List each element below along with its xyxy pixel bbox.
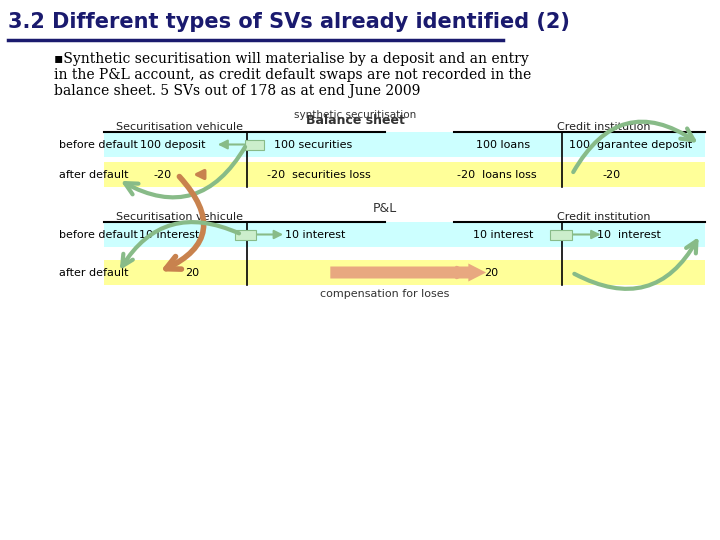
Text: 20: 20 (484, 267, 498, 278)
Text: P&L: P&L (372, 202, 397, 215)
Text: 3.2 Different types of SVs already identified (2): 3.2 Different types of SVs already ident… (8, 12, 570, 32)
Text: Balance sheet: Balance sheet (305, 114, 405, 127)
Bar (235, 230, 256, 240)
Text: -20  loans loss: -20 loans loss (457, 170, 537, 179)
Bar (245, 139, 264, 150)
Bar (104, 162, 705, 187)
Text: Securitisation vehicule: Securitisation vehicule (116, 212, 243, 222)
Text: compensation for loses: compensation for loses (320, 289, 449, 299)
Bar (550, 230, 572, 240)
Text: 10 interest: 10 interest (285, 230, 346, 240)
Text: 10 interest: 10 interest (472, 230, 533, 240)
Text: 100  garantee deposit: 100 garantee deposit (570, 139, 693, 150)
Text: before default: before default (59, 230, 138, 240)
Text: after default: after default (59, 170, 129, 179)
Text: 100 deposit: 100 deposit (140, 139, 205, 150)
Text: Securitisation vehicule: Securitisation vehicule (116, 122, 243, 132)
Text: 10  interest: 10 interest (597, 230, 661, 240)
Text: 20: 20 (185, 267, 199, 278)
Text: 100 loans: 100 loans (476, 139, 530, 150)
Bar (104, 132, 705, 157)
Text: after default: after default (59, 267, 129, 278)
Text: 100 securities: 100 securities (274, 139, 353, 150)
Bar (104, 260, 705, 285)
Text: -20: -20 (602, 170, 621, 179)
Text: -20  securities loss: -20 securities loss (266, 170, 370, 179)
Text: 10 interest: 10 interest (140, 230, 199, 240)
Text: Credit institution: Credit institution (557, 212, 650, 222)
Text: balance sheet. 5 SVs out of 178 as at end June 2009: balance sheet. 5 SVs out of 178 as at en… (54, 84, 420, 98)
Text: before default: before default (59, 139, 138, 150)
Text: ▪Synthetic securitisation will materialise by a deposit and an entry: ▪Synthetic securitisation will materiali… (54, 52, 529, 66)
FancyArrow shape (330, 264, 486, 281)
Text: Credit institution: Credit institution (557, 122, 650, 132)
Text: in the P&L account, as credit default swaps are not recorded in the: in the P&L account, as credit default sw… (54, 68, 531, 82)
Text: -20: -20 (153, 170, 172, 179)
Text: synthetic securitisation: synthetic securitisation (294, 110, 416, 120)
Bar (104, 222, 705, 247)
